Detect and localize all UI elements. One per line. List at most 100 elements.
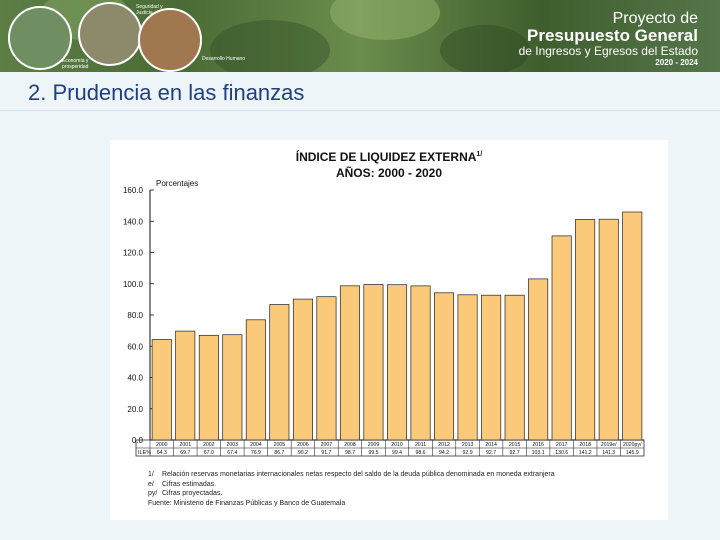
bar-2012 <box>434 292 455 441</box>
bar-2013 <box>457 294 478 441</box>
chart-notes: 1/Relación reservas monetarias internaci… <box>148 470 555 508</box>
brand-line-4: 2020 - 2024 <box>655 58 698 67</box>
x-tick-label-2002: 2002 <box>203 442 215 448</box>
bar-2008 <box>339 285 360 441</box>
bar-2014 <box>481 294 502 441</box>
x-tick-label-2018: 2018 <box>579 442 591 448</box>
x-tick-label-2009: 2009 <box>368 442 380 448</box>
bar-2002 <box>198 334 219 441</box>
chart-title-text: ÍNDICE DE LIQUIDEZ EXTERNA <box>295 150 477 164</box>
note-2-tag: e/ <box>148 480 154 488</box>
x-tick-label-2016: 2016 <box>532 442 544 448</box>
value-label-2014: 92.7 <box>486 450 496 456</box>
circle-label-economy: Economía y prosperidad <box>62 58 89 70</box>
bar-2007 <box>316 296 337 441</box>
bar-2006 <box>292 298 313 441</box>
note-source-text: Fuente: Ministerio de Finanzas Públicas … <box>148 499 346 507</box>
note-3-tag: py/ <box>148 490 158 497</box>
bar-2003 <box>222 334 243 441</box>
y-tick-label-2: 40.0 <box>127 374 143 383</box>
bar-2019e/ <box>598 218 619 441</box>
value-label-2017: 130.6 <box>555 450 568 456</box>
value-label-2002: 67.0 <box>204 450 214 456</box>
brand-line-2: Presupuesto General <box>526 26 698 45</box>
table-row-label: ILE% <box>138 450 151 456</box>
chart-subtitle: AÑOS: 2000 - 2020 <box>335 166 443 180</box>
x-tick-label-2005: 2005 <box>274 442 286 448</box>
x-tick-label-2012: 2012 <box>438 442 450 448</box>
bar-chart: Porcentajes 0.0 20.0 40.0 60.0 80.0 100.0 120.0… <box>123 179 645 457</box>
value-label-2005: 86.7 <box>274 450 284 456</box>
y-tick-label-7: 140.0 <box>123 217 144 226</box>
y-tick-label-0: 0.0 <box>132 436 144 445</box>
value-label-2010: 99.4 <box>392 450 402 456</box>
y-axis-label: Porcentajes <box>156 179 198 188</box>
bar-2011 <box>410 285 431 441</box>
y-tick-label-1: 20.0 <box>127 405 143 414</box>
bar-2017 <box>551 235 572 441</box>
note-3: py/Cifras proyectadas. <box>148 489 555 499</box>
brand-line-1: Proyecto de <box>612 10 698 27</box>
human-development-photo-circle <box>138 8 202 72</box>
value-label-2007: 91.7 <box>321 450 331 456</box>
value-label-2015: 92.7 <box>510 450 520 456</box>
value-label-2001: 69.7 <box>180 450 190 456</box>
x-tick-label-2003: 2003 <box>227 442 239 448</box>
x-tick-label-2007: 2007 <box>321 442 333 448</box>
value-label-2020py/: 145.9 <box>626 450 639 456</box>
x-tick-label-2004: 2004 <box>250 442 262 448</box>
bar-2016 <box>528 278 549 441</box>
value-label-2019e/: 141.3 <box>602 450 615 456</box>
bar-2015 <box>504 294 525 441</box>
x-tick-label-2013: 2013 <box>462 442 474 448</box>
economy-photo-circle <box>8 6 72 70</box>
bar-2009 <box>363 284 384 441</box>
title-divider <box>0 110 720 111</box>
value-label-2016: 103.1 <box>532 450 545 456</box>
value-label-2018: 141.2 <box>579 450 592 456</box>
bar-2020py/ <box>622 211 643 441</box>
x-tick-label-2019e/: 2019e/ <box>601 442 617 448</box>
bar-2010 <box>387 284 408 441</box>
note-2: e/Cifras estimadas. <box>148 480 555 490</box>
value-label-2008: 98.7 <box>345 450 355 456</box>
security-photo-circle <box>78 2 142 66</box>
slide-title: 2. Prudencia en las finanzas <box>28 80 305 105</box>
note-1-text: Relación reservas monetarias internacion… <box>162 471 555 478</box>
x-tick-label-2014: 2014 <box>485 442 497 448</box>
value-label-2012: 94.2 <box>439 450 449 456</box>
note-2-text: Cifras estimadas. <box>162 480 217 488</box>
value-label-2013: 92.9 <box>463 450 473 456</box>
bar-2018 <box>575 219 596 441</box>
chart-title: ÍNDICE DE LIQUIDEZ EXTERNA1/ <box>110 150 668 164</box>
value-label-2004: 76.9 <box>251 450 261 456</box>
circle-label-security: Seguridad y Justicia <box>136 4 163 16</box>
y-tick-label-6: 120.0 <box>123 249 144 258</box>
brand-line-3: de Ingresos y Egresos del Estado <box>518 44 698 58</box>
header-banner: Economía y prosperidad Seguridad y Justi… <box>0 0 720 72</box>
circle-label-human: Desarrollo Humano <box>202 56 246 62</box>
y-tick-label-4: 80.0 <box>127 311 143 320</box>
chart-title-sup: 1/ <box>476 151 483 158</box>
bar-2000 <box>151 339 172 441</box>
x-tick-label-2020py/: 2020py/ <box>623 442 642 448</box>
x-tick-label-2001: 2001 <box>180 442 192 448</box>
y-tick-label-5: 100.0 <box>123 280 144 289</box>
x-tick-label-2000: 2000 <box>156 442 168 448</box>
value-label-2006: 90.2 <box>298 450 308 456</box>
brand-block: Proyecto de Presupuesto General de Ingre… <box>519 10 698 68</box>
bar-2004 <box>245 319 266 441</box>
value-label-2000: 64.3 <box>157 450 167 456</box>
x-tick-label-2017: 2017 <box>556 442 568 448</box>
bar-2005 <box>269 304 290 441</box>
note-1: 1/Relación reservas monetarias internaci… <box>148 470 555 480</box>
value-label-2003: 67.4 <box>227 450 237 456</box>
chart-panel: ÍNDICE DE LIQUIDEZ EXTERNA1/ AÑOS: 2000 … <box>110 140 668 520</box>
x-tick-label-2006: 2006 <box>297 442 309 448</box>
y-tick-label-3: 60.0 <box>127 342 143 351</box>
y-tick-label-8: 160.0 <box>123 186 144 195</box>
value-label-2011: 98.6 <box>415 450 425 456</box>
bar-2001 <box>175 330 196 441</box>
note-1-tag: 1/ <box>148 471 154 478</box>
note-source: Fuente: Ministerio de Finanzas Públicas … <box>148 499 555 509</box>
